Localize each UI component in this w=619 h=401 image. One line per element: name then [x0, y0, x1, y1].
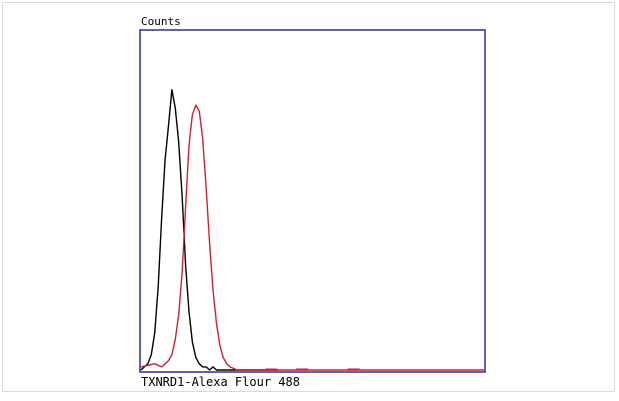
series-layer [140, 89, 484, 371]
series-line-black [140, 89, 279, 371]
baseline-speck-1 [265, 368, 278, 371]
y-axis-label: Counts [141, 15, 181, 28]
image-frame [2, 2, 615, 392]
x-axis-label: TXNRD1-Alexa Flour 488 [141, 375, 300, 389]
series-line-red [140, 104, 484, 371]
baseline-speck-2 [296, 368, 309, 371]
plot-area-border [139, 29, 486, 373]
baseline-speck-3 [347, 368, 360, 371]
